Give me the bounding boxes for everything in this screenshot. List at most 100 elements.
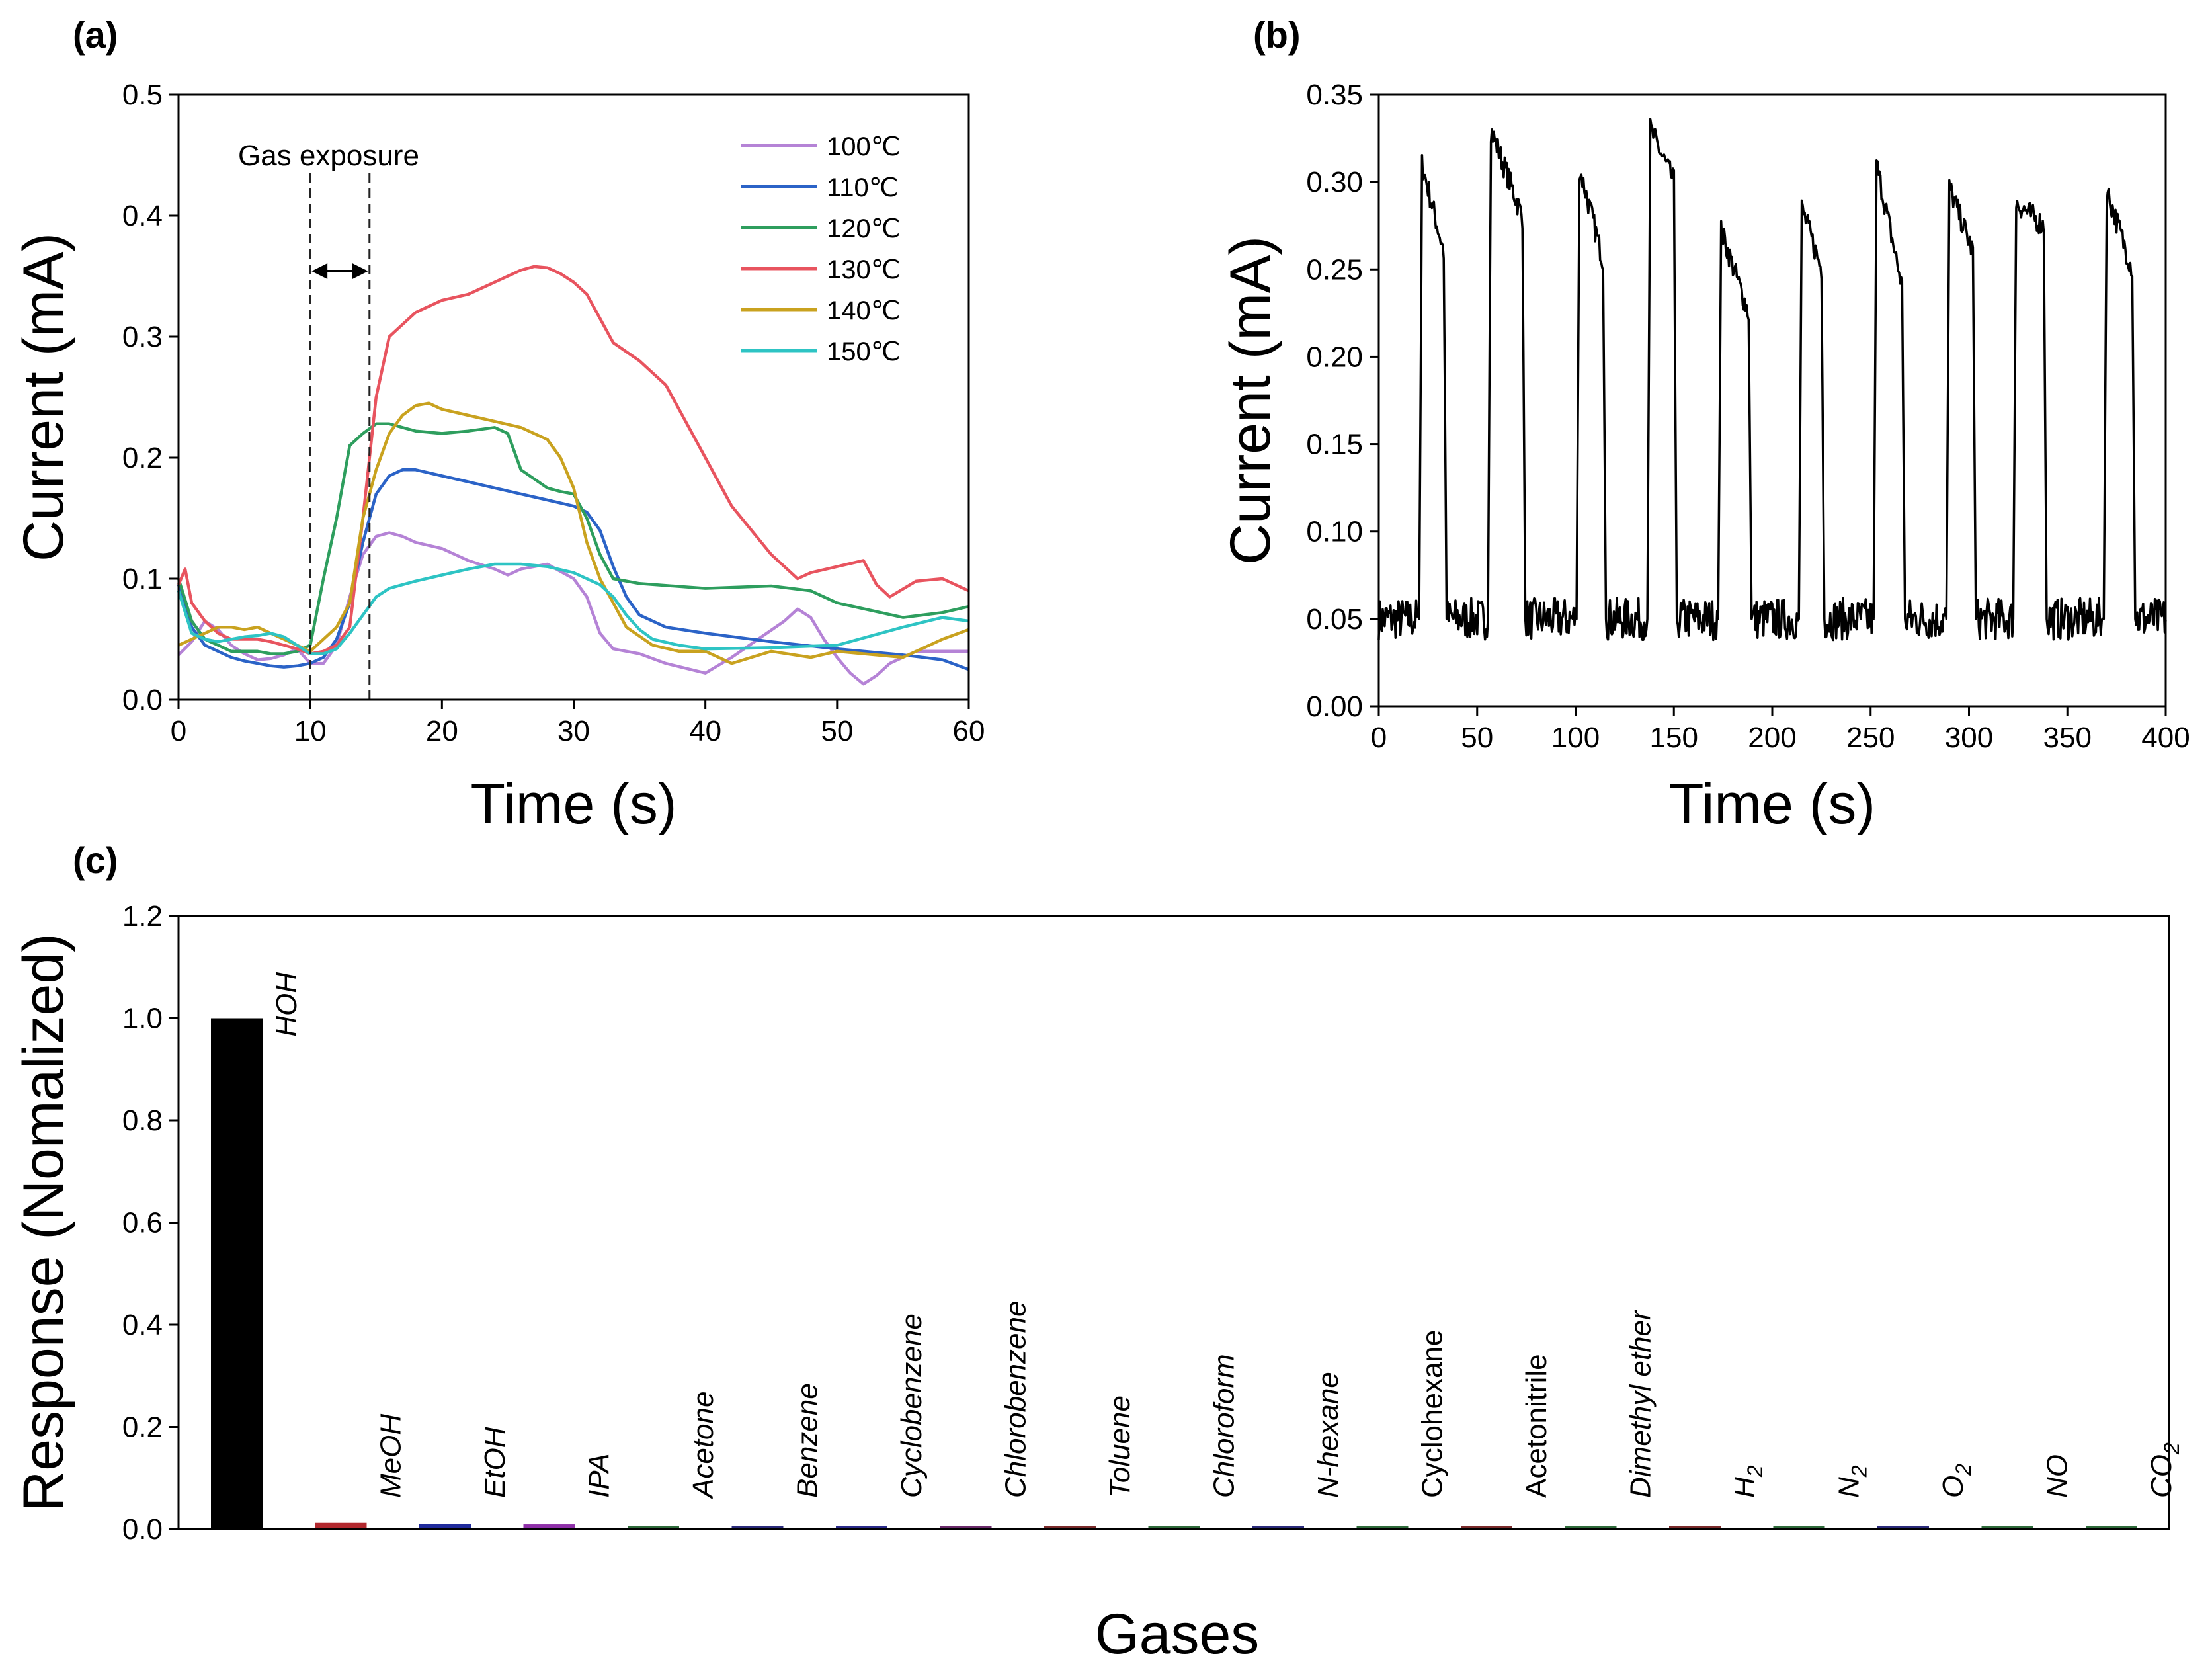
bar-label-1: HOH <box>270 972 303 1037</box>
bar-label-text: N <box>1833 1477 1865 1498</box>
bar-label-text: Cyclohexane <box>1416 1330 1449 1498</box>
y-tick-label: 0.05 <box>1306 603 1363 636</box>
x-tick-label: 20 <box>426 715 458 747</box>
legend-label-4: 130℃ <box>827 255 901 284</box>
x-axis-title: Gases <box>1095 1603 1260 1666</box>
x-tick-label: 0 <box>1371 722 1387 754</box>
bar-label-7: Cyclobenzene <box>895 1313 928 1498</box>
legend-label-1: 100℃ <box>827 132 901 161</box>
panel-c: (c) HOH MeOH EtOH IPA Acetone Benzene Cycloben… <box>12 839 2184 1666</box>
y-axis-title: Response (Nomalized) <box>12 933 75 1512</box>
series-line-6 <box>177 562 969 655</box>
bar-n2 <box>1773 1526 1825 1529</box>
bar-label-13: Acetonitrile <box>1520 1354 1553 1498</box>
panel-a-plot-area: Gas exposure 0 10 20 30 40 50 60 0.0 0.1 0.2 0.3 0.4… <box>12 79 985 836</box>
bar-label-text: NO <box>2041 1454 2074 1498</box>
x-tick-label: 350 <box>2043 722 2092 754</box>
y-tick-label: 0.6 <box>122 1207 163 1239</box>
bar-label-text: Acetonitrile <box>1520 1354 1553 1498</box>
bar-acetonitrile <box>1461 1526 1512 1529</box>
bar-label-9: Toluene <box>1104 1395 1136 1498</box>
x-tick-label: 10 <box>294 715 327 747</box>
panel-a-label: (a) <box>73 14 118 56</box>
bar-hoh <box>211 1018 263 1529</box>
y-tick-label: 0.1 <box>122 563 163 595</box>
x-tick-label: 50 <box>1461 722 1493 754</box>
bar-label-17: O2 <box>1937 1464 1975 1498</box>
bar-label-6: Benzene <box>792 1383 824 1498</box>
legend-label-6: 150℃ <box>827 337 901 366</box>
axes-frame <box>177 915 2170 1530</box>
bar-label-4: IPA <box>583 1453 616 1498</box>
bar-label-14: Dimethyl ether <box>1625 1309 1657 1498</box>
bar-acetone <box>628 1526 679 1529</box>
y-tick-label: 0.4 <box>122 1309 163 1341</box>
bar-label-text: Dimethyl ether <box>1625 1309 1657 1498</box>
bar-toluene <box>1044 1526 1096 1529</box>
y-axis-title: Current (mA) <box>1219 236 1282 565</box>
x-tick-label: 300 <box>1945 722 1993 754</box>
bar-label-10: Chloroform <box>1208 1354 1241 1498</box>
y-tick-label: 1.2 <box>122 900 163 933</box>
legend-label-2: 110℃ <box>827 173 899 202</box>
y-tick-label: 0.15 <box>1306 429 1363 461</box>
bar-label-text: H <box>1729 1477 1761 1498</box>
bar-label-2: MeOH <box>375 1414 407 1498</box>
series-line-5 <box>178 401 969 665</box>
y-tick-label: 0.5 <box>122 79 163 111</box>
panel-b-plot-area: 0 50 100 150 200 250 300 350 400 0.00 0.05 0.10 0.15… <box>1219 79 2190 836</box>
bar-label-subscript: 2 <box>1743 1465 1767 1478</box>
y-axis-title: Current (mA) <box>12 233 75 562</box>
x-tick-label: 250 <box>1846 722 1895 754</box>
x-tick-label: 30 <box>557 715 590 747</box>
bar-label-text: Toluene <box>1104 1395 1136 1498</box>
bar-label-subscript: 2 <box>1951 1464 1975 1476</box>
bar-label-text: N-hexane <box>1312 1372 1344 1498</box>
bar-label-text: IPA <box>583 1453 616 1498</box>
x-tick-label: 200 <box>1748 722 1796 754</box>
x-axis-title: Time (s) <box>470 772 676 836</box>
bar-chlorobenzene <box>940 1526 992 1529</box>
legend-label-5: 140℃ <box>827 296 901 325</box>
bar-label-subscript: 2 <box>1848 1465 1871 1478</box>
panel-b: (b) 0 50 100 150 200 250 300 350 400 0.00 0.05 0.10… <box>1219 14 2190 836</box>
bar-label-8: Chlorobenzene <box>1000 1301 1032 1498</box>
x-tick-label: 150 <box>1650 722 1698 754</box>
y-tick-label: 0.4 <box>122 200 163 232</box>
y-tick-label: 0.25 <box>1306 253 1363 286</box>
y-tick-label: 0.35 <box>1306 79 1363 111</box>
bar-label-18: NO <box>2041 1454 2074 1498</box>
exposure-annotation: Gas exposure <box>238 140 419 172</box>
series-line-3 <box>177 422 969 655</box>
bar-label-text: Cyclobenzene <box>895 1313 928 1498</box>
exposure-arrow-right-head <box>352 263 368 279</box>
bar-no <box>1981 1526 2033 1529</box>
panel-a: (a) Gas exposure 0 10 20 30 40 50 60 0.0 0.1 0.2 0.… <box>12 14 985 836</box>
x-tick-label: 100 <box>1551 722 1600 754</box>
series-line-4 <box>177 265 969 655</box>
bar-meoh <box>315 1522 367 1529</box>
bar-ipa <box>523 1524 575 1529</box>
y-tick-label: 0.10 <box>1306 516 1363 548</box>
x-axis-title: Time (s) <box>1669 772 1875 836</box>
x-tick-label: 50 <box>821 715 853 747</box>
bar-o2 <box>1877 1526 1929 1529</box>
series-line-1 <box>177 531 969 686</box>
x-tick-label: 0 <box>171 715 186 747</box>
bar-label-16: N2 <box>1833 1465 1871 1498</box>
bar-benzene <box>731 1526 784 1529</box>
bar-label-text: CO <box>2145 1454 2178 1498</box>
bar-label-15: H2 <box>1729 1465 1767 1498</box>
bar-etoh <box>419 1524 471 1529</box>
exposure-arrow-left-head <box>311 263 328 279</box>
bar-label-5: Acetone <box>687 1392 719 1500</box>
y-tick-label: 1.0 <box>122 1003 163 1035</box>
bar-n-hexane <box>1252 1526 1304 1529</box>
bar-label-text: Benzene <box>792 1383 824 1498</box>
current-trace-line <box>1377 118 2167 642</box>
bar-label-11: N-hexane <box>1312 1372 1344 1498</box>
legend-label-3: 120℃ <box>827 214 901 243</box>
bar-label-text: HOH <box>270 972 303 1037</box>
y-tick-label: 0.2 <box>122 442 163 474</box>
